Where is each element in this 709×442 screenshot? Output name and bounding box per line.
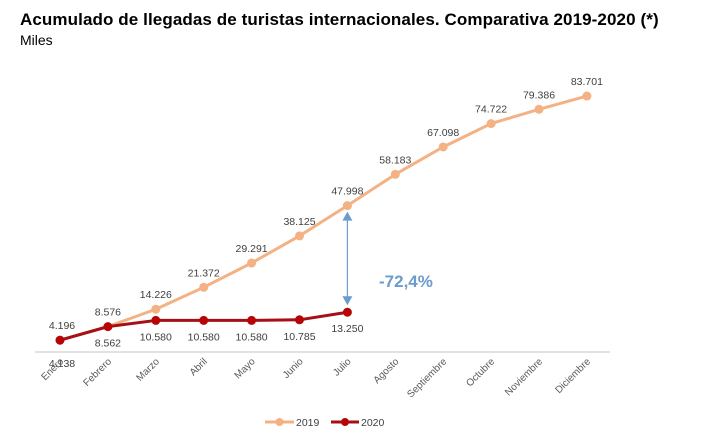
data-label-2019: 21.372	[188, 267, 220, 279]
data-label-2020: 4.138	[49, 358, 75, 370]
x-tick-label: Julio	[331, 356, 354, 379]
data-point-2019	[390, 169, 400, 179]
x-tick-labels: Enero Febrero Marzo Abril Mayo Junio Julio Agos…	[39, 356, 593, 400]
x-tick-label: Febrero	[81, 356, 114, 389]
data-point-2019	[247, 258, 257, 268]
x-tick-label: Noviembre	[503, 356, 545, 398]
chart-title: Acumulado de llegadas de turistas intern…	[20, 10, 659, 29]
data-point-2019	[151, 304, 161, 314]
data-point-2019	[486, 119, 496, 129]
x-tick-label: Agosto	[372, 356, 402, 386]
x-tick-label: Mayo	[233, 356, 258, 381]
data-point-2020	[151, 315, 161, 325]
series-line-2019	[59, 94, 588, 342]
data-label-2020: 10.580	[188, 331, 220, 343]
data-label-2019: 29.291	[236, 243, 268, 255]
legend: 2019 2020	[265, 417, 385, 429]
chart-subtitle: Miles	[20, 32, 53, 48]
annotation-label: -72,4%	[379, 272, 433, 291]
annotation-arrow-head-down	[342, 296, 353, 306]
x-tick-label: Diciembre	[553, 356, 593, 396]
legend-marker-2020	[341, 418, 349, 426]
data-point-2019	[534, 104, 544, 114]
data-point-2020	[295, 315, 304, 325]
legend-label-2019: 2019	[296, 417, 320, 429]
data-label-2020: 13.250	[331, 323, 363, 335]
data-point-2019	[295, 231, 304, 241]
x-tick-label: Junio	[281, 356, 306, 381]
data-label-2019: 4.196	[49, 320, 75, 332]
data-label-2019: 38.125	[283, 216, 315, 228]
x-tick-label: Octubre	[464, 356, 497, 389]
data-point-2019	[582, 91, 592, 101]
data-point-2020	[199, 315, 209, 325]
data-label-2019: 14.226	[140, 289, 172, 301]
data-point-2019	[438, 142, 448, 152]
data-label-2019: 47.998	[331, 186, 363, 198]
data-label-2019: 58.183	[379, 154, 411, 166]
legend-label-2020: 2020	[361, 417, 385, 429]
data-point-2020	[103, 322, 113, 332]
data-point-2019	[342, 201, 352, 211]
data-label-2020: 10.580	[236, 331, 268, 343]
data-label-2019: 83.701	[571, 76, 603, 88]
annotation: -72,4%	[342, 211, 433, 306]
data-point-2019	[199, 282, 209, 292]
x-tick-label: Marzo	[134, 356, 162, 384]
legend-marker-2019	[275, 418, 284, 426]
data-label-2019: 74.722	[475, 104, 507, 116]
data-point-2020	[342, 307, 352, 317]
data-label-2019: 79.386	[523, 89, 555, 101]
data-label-2019: 8.576	[95, 307, 121, 319]
data-point-2020	[247, 315, 257, 325]
x-tick-label: Septiembre	[405, 356, 449, 400]
data-point-2020	[55, 335, 65, 345]
x-tick-label: Abril	[188, 356, 210, 378]
data-label-2019: 67.098	[427, 127, 459, 139]
series-2020: 4.138 8.562 10.580 10.580 10.580 10.785 13.250	[49, 307, 364, 370]
data-label-2020: 8.562	[95, 338, 121, 350]
data-label-2020: 10.580	[140, 331, 172, 343]
annotation-arrow-head-up	[342, 211, 353, 221]
data-label-2020: 10.785	[283, 331, 315, 343]
series-2019: 4.196 8.576 14.226 21.372 29.291 38.125 47.998…	[49, 76, 603, 345]
